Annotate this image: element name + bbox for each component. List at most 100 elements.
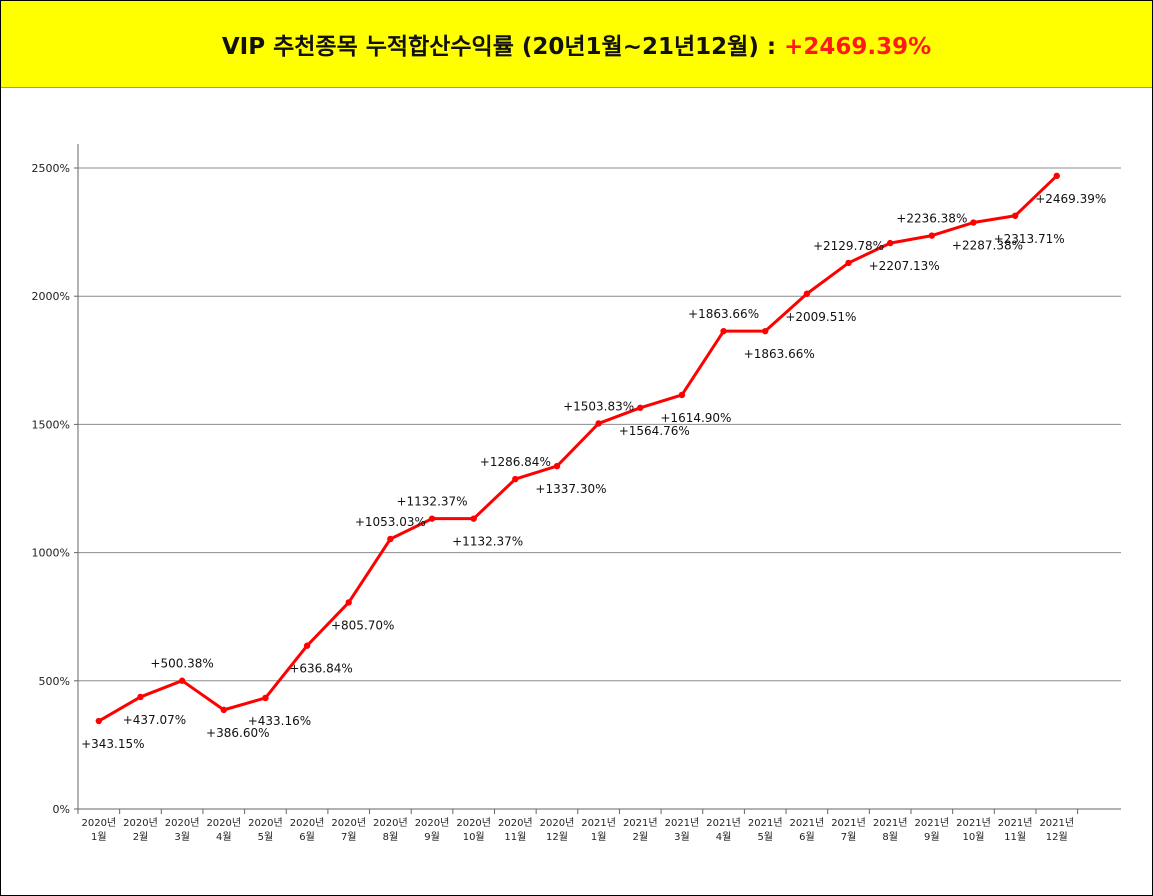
y-tick-label: 0% [53,803,70,816]
x-tick-label-month: 6월 [299,831,315,843]
x-tick-label-month: 12월 [546,831,568,843]
x-tick-label-year: 2020년 [290,817,325,829]
data-label: +2287.38% [952,239,1023,253]
x-tick-label-year: 2021년 [665,817,700,829]
data-point [178,677,186,684]
x-tick-label-month: 4월 [716,831,732,843]
x-tick-label-year: 2020년 [331,817,366,829]
data-point [637,404,644,411]
data-label: +1286.84% [480,455,551,469]
x-tick-label-year: 2021년 [1039,817,1074,829]
data-label: +433.16% [248,714,311,728]
data-point [345,599,352,606]
x-tick-label-year: 2020년 [248,817,283,829]
data-label: +2009.51% [785,310,856,324]
chart-title: VIP 추천종목 누적합산수익률 (20년1월~21년12월) : +2469.… [222,27,931,61]
data-label: +437.07% [123,713,186,727]
data-label: +1132.37% [452,535,523,549]
data-label: +1337.30% [535,482,606,496]
data-label: +2236.38% [896,212,967,226]
x-tick-label-year: 2020년 [373,817,408,829]
data-point [428,515,436,522]
x-tick-label-month: 9월 [924,831,940,843]
x-tick-label-month: 1월 [91,831,107,843]
data-point [803,290,811,297]
y-tick-label: 2000% [32,290,70,303]
data-label: +1503.83% [563,399,634,413]
total-return-value: +2469.39% [784,34,932,60]
x-tick-label-month: 3월 [674,831,690,843]
x-tick-label-month: 2월 [133,831,149,843]
x-tick-label-year: 2020년 [81,817,116,829]
data-point [720,327,727,335]
data-label: +1614.90% [660,411,731,425]
data-point [512,475,519,483]
x-tick-label-month: 1월 [591,831,607,843]
x-tick-label-year: 2021년 [998,817,1033,829]
data-point [1053,172,1060,180]
x-tick-label-month: 7월 [841,831,857,843]
x-tick-label-month: 2월 [632,831,648,843]
y-tick-label: 500% [39,675,70,688]
x-tick-label-year: 2020년 [165,817,200,829]
data-label: +343.15% [81,737,144,751]
data-label: +2129.78% [813,239,884,253]
x-tick-label-year: 2021년 [748,817,783,829]
x-tick-label-month: 6월 [799,831,815,843]
data-label: +2207.13% [869,259,940,273]
data-point [470,515,477,522]
chart-title-text: VIP 추천종목 누적합산수익률 (20년1월~21년12월) : [221,34,785,60]
data-label: +1863.66% [744,347,815,361]
y-axis: 0% 500% 1000% 1500% 2000% 2500% [32,144,79,816]
data-point [886,239,894,247]
data-label: +500.38% [150,657,213,671]
x-tick-label-year: 2020년 [206,817,241,829]
x-tick-label-year: 2020년 [456,817,491,829]
x-tick-label-month: 12월 [1046,831,1068,843]
x-tick-label-year: 2021년 [790,817,825,829]
data-label: +2313.71% [994,232,1065,246]
data-point [137,693,144,701]
title-banner: VIP 추천종목 누적합산수익률 (20년1월~21년12월) : +2469.… [1,1,1152,88]
x-tick-label-month: 5월 [258,831,274,843]
data-point [95,717,103,725]
x-tick-label-year: 2020년 [540,817,575,829]
x-tick-label-month: 4월 [216,831,232,843]
data-point [220,706,227,714]
x-tick-label-year: 2021년 [914,817,949,829]
data-point [553,462,561,470]
x-tick-label-month: 10월 [963,831,985,843]
x-tick-label-month: 9월 [424,831,440,843]
data-label: +1863.66% [688,307,759,321]
data-label: +636.84% [289,662,352,676]
series-line [98,174,1058,723]
x-tick-label-year: 2020년 [415,817,450,829]
x-tick-label-month: 7월 [341,831,357,843]
x-tick-label-month: 8월 [383,831,399,843]
data-point [678,391,686,399]
data-label: +1053.03% [355,515,426,529]
y-tick-label: 1500% [32,418,70,431]
data-label: +2469.39% [1035,192,1106,206]
data-point [928,232,936,239]
data-label: +1132.37% [396,495,467,509]
x-tick-label-year: 2021년 [706,817,741,829]
x-tick-label-year: 2021년 [581,817,616,829]
y-tick-label: 1000% [32,547,70,560]
data-label: +805.70% [331,618,394,632]
x-tick-label-month: 5월 [757,831,773,843]
data-label: +1564.76% [619,424,690,438]
x-tick-label-month: 10월 [463,831,485,843]
data-point [762,327,769,335]
x-tick-label-year: 2021년 [956,817,991,829]
x-tick-label-month: 8월 [882,831,898,843]
x-tick-label-year: 2020년 [498,817,533,829]
y-tick-label: 2500% [32,162,70,175]
x-tick-label-month: 11월 [504,831,526,843]
x-axis: 2020년 1월 2020년 2월 2020년 3월 2020년 4월 2020년 5월 2020년… [77,808,1121,843]
data-point [1011,212,1019,219]
x-tick-label-year: 2020년 [123,817,158,829]
series-layer [95,172,1060,725]
x-tick-label-year: 2021년 [831,817,866,829]
data-point [845,259,852,267]
